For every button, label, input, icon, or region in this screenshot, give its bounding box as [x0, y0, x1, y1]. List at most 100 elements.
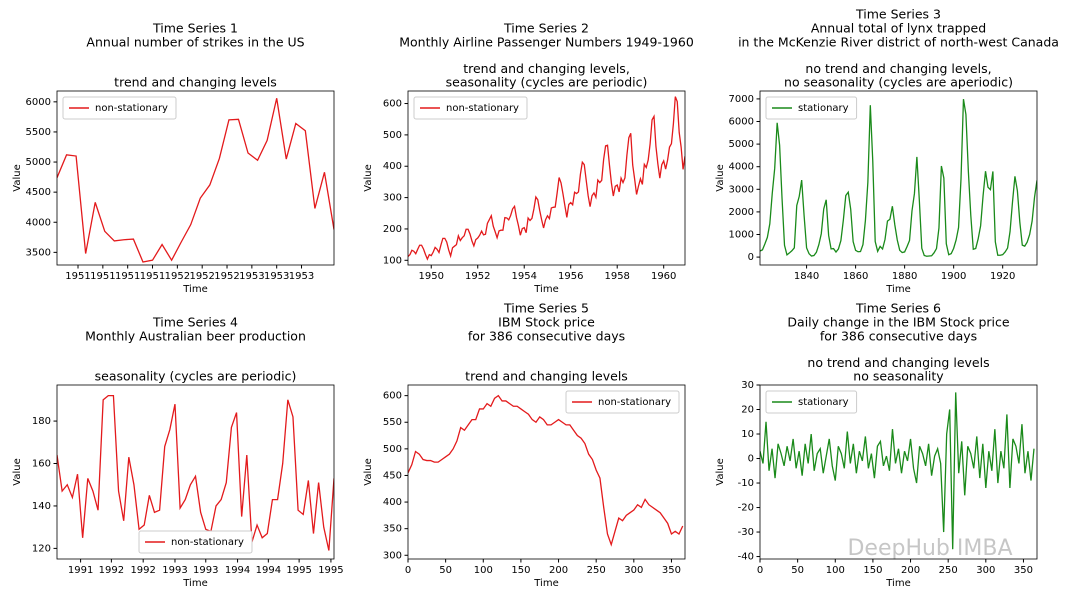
x-tick-label: 1951 [115, 271, 140, 282]
x-tick-label: 1860 [843, 271, 868, 282]
x-tick-label: 100 [826, 565, 845, 576]
y-tick-label: 600 [383, 99, 402, 110]
y-tick-label: 0 [748, 454, 754, 465]
legend: non-stationary [138, 530, 253, 554]
x-tick-label: 1953 [239, 271, 264, 282]
x-axis-label: Time [533, 578, 558, 589]
y-tick-label: 10 [741, 429, 754, 440]
data-line [760, 99, 1037, 257]
chart-title: Time Series 2 [503, 21, 589, 36]
x-tick-label: 1994 [256, 565, 281, 576]
y-axis-label: Value [363, 164, 374, 191]
chart-title: Daily change in the IBM Stock price [787, 315, 1009, 330]
y-tick-label: 5000 [26, 157, 51, 168]
y-tick-label: 140 [32, 501, 51, 512]
chart-title: for 386 consecutive days [468, 329, 625, 344]
chart-title: Time Series 5 [503, 301, 589, 316]
y-tick-label: 0 [748, 252, 754, 263]
y-axis-label: Value [12, 164, 23, 191]
x-axis-label: Time [885, 284, 910, 295]
plot-frame [56, 384, 335, 560]
x-tick-label: 0 [757, 565, 763, 576]
chart-title: Time Series 3 [855, 7, 941, 22]
chart-subtitle: trend and changing levels, [463, 61, 630, 76]
y-tick-label: -40 [738, 552, 754, 563]
data-line [408, 394, 684, 547]
legend: stationary [765, 96, 858, 120]
legend: non-stationary [413, 96, 528, 120]
legend-box [565, 390, 680, 414]
y-axis-label: Value [715, 458, 726, 485]
x-tick-label: 1992 [130, 565, 155, 576]
plot-frame [759, 90, 1038, 266]
data-line [760, 392, 1035, 550]
x-tick-label: 1995 [286, 565, 311, 576]
legend: stationary [765, 390, 858, 414]
x-axis-label: Time [182, 284, 207, 295]
y-tick-label: 7000 [729, 94, 754, 105]
x-tick-label: 300 [976, 565, 995, 576]
y-tick-label: 5500 [26, 127, 51, 138]
x-tick-label: 150 [511, 565, 530, 576]
x-tick-label: 1950 [419, 271, 444, 282]
y-axis-label: Value [715, 164, 726, 191]
chart-title: Monthly Airline Passenger Numbers 1949-1… [399, 35, 694, 50]
y-tick-label: 100 [383, 255, 402, 266]
chart-subtitle: trend and changing levels [465, 369, 628, 384]
y-tick-label: 3000 [729, 184, 754, 195]
x-tick-label: 1880 [892, 271, 917, 282]
legend-box [765, 390, 858, 414]
chart-subtitle: no trend and changing levels [807, 355, 989, 370]
y-tick-label: 5000 [729, 139, 754, 150]
chart-title: Annual total of lynx trapped [811, 21, 986, 36]
x-tick-label: 1952 [189, 271, 214, 282]
y-tick-label: -20 [738, 503, 754, 514]
y-tick-label: -30 [738, 527, 754, 538]
chart-title: in the McKenzie River district of north-… [738, 35, 1059, 50]
plot-frame [407, 384, 686, 560]
y-tick-label: -10 [738, 478, 754, 489]
y-tick-label: 450 [383, 470, 402, 481]
y-tick-label: 1000 [729, 229, 754, 240]
y-tick-label: 600 [383, 391, 402, 402]
x-tick-label: 1952 [165, 271, 190, 282]
y-tick-label: 200 [383, 224, 402, 235]
y-tick-label: 400 [383, 161, 402, 172]
x-tick-label: 350 [662, 565, 681, 576]
chart-title: Annual number of strikes in the US [86, 35, 304, 50]
legend-label: stationary [798, 103, 849, 114]
x-tick-label: 1953 [264, 271, 289, 282]
x-tick-label: 1960 [651, 271, 676, 282]
y-tick-label: 500 [383, 130, 402, 141]
x-tick-label: 350 [1014, 565, 1033, 576]
legend-label: non-stationary [598, 397, 671, 408]
chart-subtitle: seasonality (cycles are periodic) [446, 75, 648, 90]
y-tick-label: 400 [383, 497, 402, 508]
y-tick-label: 4000 [729, 162, 754, 173]
x-tick-label: 0 [405, 565, 411, 576]
data-line [408, 96, 685, 261]
y-tick-label: 180 [32, 416, 51, 427]
legend: non-stationary [565, 390, 680, 414]
x-tick-label: 1900 [941, 271, 966, 282]
chart-subtitle: no trend and changing levels, [805, 61, 991, 76]
x-axis-label: Time [885, 578, 910, 589]
x-tick-label: 1954 [511, 271, 536, 282]
legend-box [765, 96, 858, 120]
x-tick-label: 1952 [465, 271, 490, 282]
plot-frame [56, 90, 335, 266]
y-tick-label: 3500 [26, 247, 51, 258]
y-tick-label: 120 [32, 543, 51, 554]
y-tick-label: 30 [741, 380, 754, 391]
x-tick-label: 1992 [99, 565, 124, 576]
x-tick-label: 1993 [193, 565, 218, 576]
chart-title: Time Series 6 [855, 301, 941, 316]
data-line [57, 98, 334, 263]
x-tick-label: 200 [901, 565, 920, 576]
legend-box [138, 530, 253, 554]
chart-subtitle: seasonality (cycles are periodic) [95, 369, 297, 384]
x-axis-label: Time [182, 578, 207, 589]
x-tick-label: 1920 [990, 271, 1015, 282]
